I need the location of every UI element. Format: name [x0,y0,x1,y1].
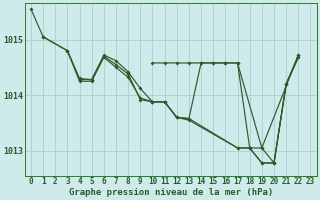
X-axis label: Graphe pression niveau de la mer (hPa): Graphe pression niveau de la mer (hPa) [68,188,273,197]
